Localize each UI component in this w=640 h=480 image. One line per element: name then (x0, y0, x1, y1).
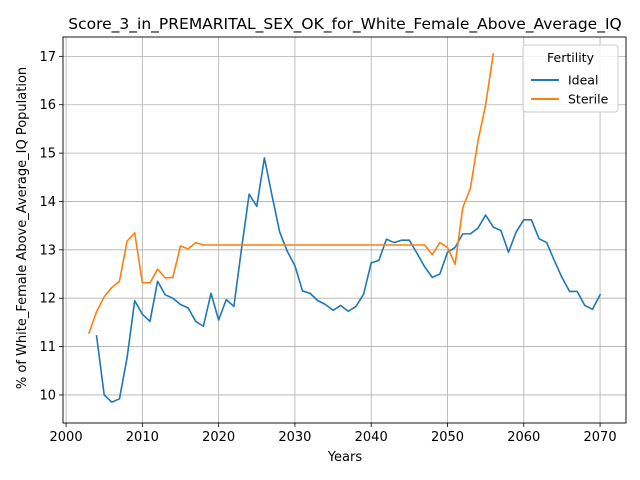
series-line-ideal (95, 157, 602, 404)
y-axis-label: % of White_Female Above_Average_IQ Popul… (15, 67, 30, 389)
x-tick-label: 2060 (507, 430, 540, 445)
x-axis-label: Years (327, 450, 363, 465)
x-tick-label: 2030 (278, 430, 311, 445)
chart-title: Score_3_in_PREMARITAL_SEX_OK_for_White_F… (68, 15, 621, 34)
y-axis: 10 11 12 13 14 15 16 17 (39, 50, 63, 403)
series-layer (87, 53, 602, 404)
plot-frame (62, 36, 627, 424)
y-tick-label: 14 (39, 195, 56, 210)
x-tick-label: 2040 (355, 430, 388, 445)
y-tick-label: 10 (39, 388, 56, 403)
x-tick-label: 2070 (584, 430, 617, 445)
legend-title: Fertility (547, 50, 595, 65)
y-tick-label: 13 (39, 243, 56, 258)
x-tick-label: 2020 (202, 430, 235, 445)
x-axis: 2000 2010 2020 2030 2040 2050 2060 2070 (50, 423, 617, 445)
legend-box (522, 44, 619, 113)
y-tick-label: 17 (39, 50, 56, 65)
legend-label-ideal: Ideal (568, 73, 598, 88)
x-tick-label: 2000 (50, 430, 83, 445)
legend: Fertility Ideal Sterile (522, 44, 619, 113)
x-tick-label: 2050 (431, 430, 464, 445)
y-tick-label: 15 (39, 147, 56, 162)
x-tick-label: 2010 (126, 430, 159, 445)
series-line-sterile (87, 53, 495, 335)
y-tick-label: 12 (39, 292, 56, 307)
y-tick-label: 11 (39, 340, 56, 355)
y-tick-label: 16 (39, 98, 56, 113)
grid (63, 37, 626, 423)
legend-label-sterile: Sterile (568, 92, 609, 107)
